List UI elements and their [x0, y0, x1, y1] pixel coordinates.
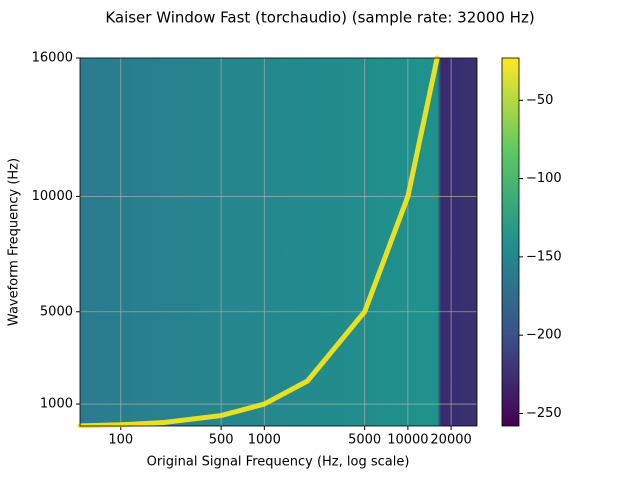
colorbar-tick-label: −250	[526, 406, 562, 421]
y-tick-label: 5000	[40, 304, 73, 319]
heatmap-background	[80, 58, 477, 426]
y-tick-label: 1000	[40, 397, 73, 412]
x-tick-label: 100	[108, 433, 133, 448]
plot-frame	[79, 57, 478, 427]
colorbar-tick-label: −200	[526, 328, 562, 343]
y-tick-label: 10000	[32, 189, 73, 204]
x-tick-label: 10000	[387, 433, 428, 448]
x-tick-label: 20000	[430, 433, 471, 448]
y-axis-label: Waveform Frequency (Hz)	[7, 158, 22, 326]
x-tick-label: 500	[209, 433, 234, 448]
ridge-line	[77, 55, 440, 429]
x-tick-label: 5000	[348, 433, 381, 448]
x-tick-label: 1000	[248, 433, 281, 448]
colorbar-tick-label: −50	[526, 93, 553, 108]
colorbar-tick-label: −100	[526, 171, 562, 186]
x-axis-label: Original Signal Frequency (Hz, log scale…	[147, 455, 410, 470]
colorbar-tick-label: −150	[526, 249, 562, 264]
y-tick-label: 16000	[32, 51, 73, 66]
colorbar	[501, 57, 520, 427]
chart-title: Kaiser Window Fast (torchaudio) (sample …	[105, 9, 534, 27]
